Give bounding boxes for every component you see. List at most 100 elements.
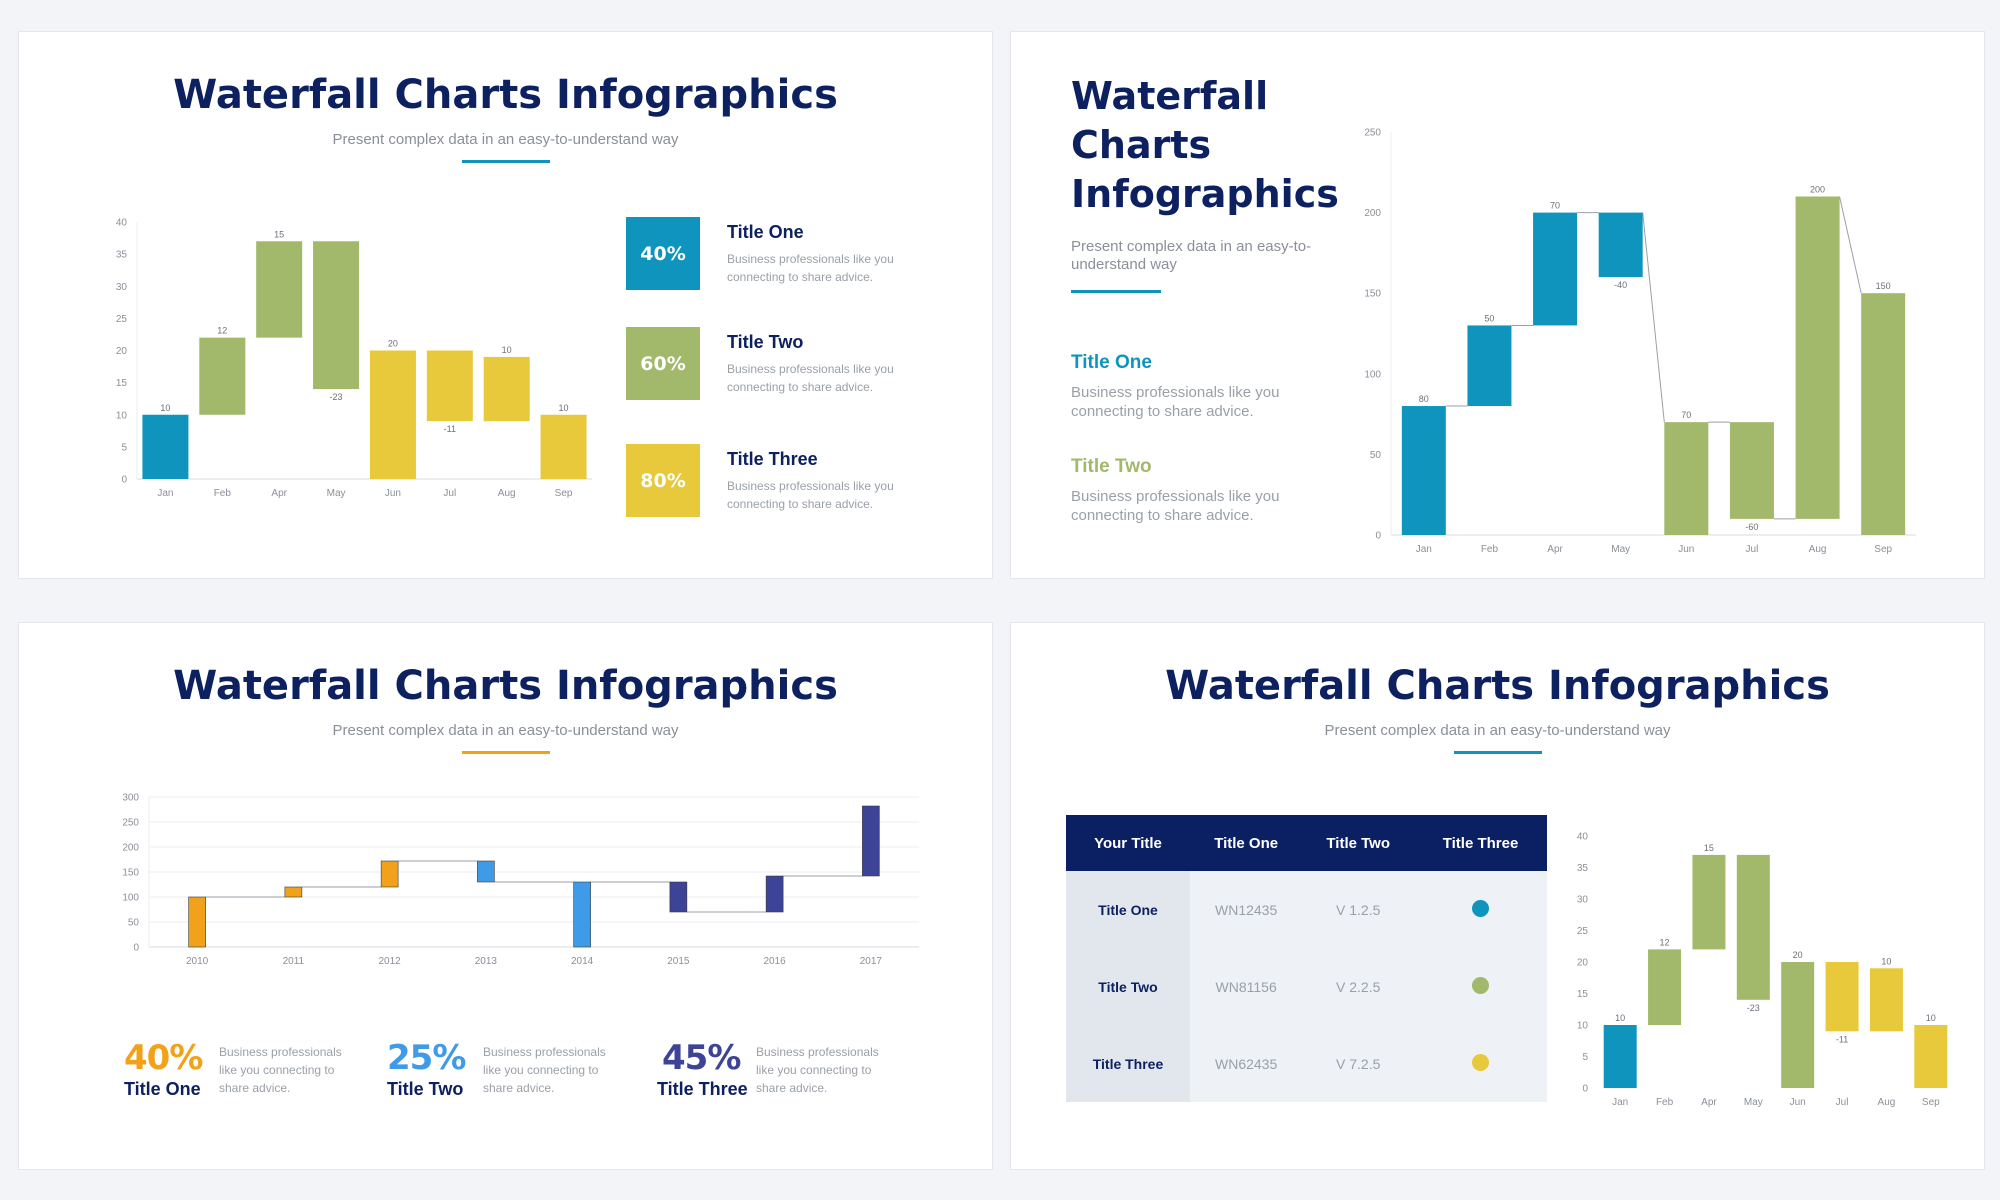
x-tick-label: Jul <box>1836 1097 1849 1108</box>
x-tick-label: Jun <box>385 488 401 499</box>
y-tick-label: 150 <box>122 868 139 879</box>
x-tick-label: Feb <box>1481 544 1499 555</box>
bar <box>256 241 303 338</box>
data-label: 12 <box>217 326 227 336</box>
y-tick-label: 40 <box>116 218 128 229</box>
slide-panel-4: Waterfall Charts Infographics Present co… <box>1010 622 1985 1170</box>
y-tick-label: 20 <box>1577 958 1589 969</box>
x-tick-label: May <box>1744 1097 1763 1108</box>
status-dot-icon <box>1472 976 1490 994</box>
data-label: 15 <box>1704 843 1714 853</box>
x-tick-label: May <box>327 488 346 499</box>
x-tick-label: 2017 <box>860 956 883 967</box>
x-tick-label: 2013 <box>475 956 498 967</box>
y-tick-label: 0 <box>1375 531 1381 542</box>
bar <box>1664 422 1709 535</box>
title-underline <box>462 160 550 163</box>
bar <box>1401 406 1446 535</box>
waterfall-chart-2: 0 50 100 150 200 250 80 50 70 -40 70 -60 200 150 Jan Fe… <box>1364 128 1916 555</box>
bar <box>1648 949 1682 1025</box>
data-label: -40 <box>1614 280 1627 290</box>
stat-desc-1: Business professionals like you connecti… <box>219 1045 342 1095</box>
x-tick-label: Jan <box>157 488 173 499</box>
data-label: 10 <box>160 403 170 413</box>
data-label: -23 <box>1747 1003 1760 1013</box>
x-tick-label: Apr <box>271 488 287 499</box>
y-tick-label: 35 <box>116 250 128 261</box>
bar <box>1795 196 1840 519</box>
stat-pct-3: 45% <box>662 1038 741 1078</box>
bar <box>380 860 399 888</box>
x-tick-label: Apr <box>1701 1097 1717 1108</box>
bar <box>765 875 784 913</box>
title-underline <box>1454 751 1542 754</box>
page-title: Waterfall Charts Infographics <box>173 72 838 118</box>
y-tick-label: 0 <box>121 475 127 486</box>
data-label: 10 <box>1881 956 1891 966</box>
bar <box>540 414 587 479</box>
y-tick-label: 15 <box>1577 989 1589 1000</box>
stat-desc-2: Business professionals like you connecti… <box>483 1045 606 1095</box>
status-cell <box>1414 948 1547 1025</box>
x-tick-label: Jun <box>1678 544 1694 555</box>
slide-panel-1: Waterfall Charts Infographics Present co… <box>18 31 993 579</box>
page-subtitle: Present complex data in an easy-to-under… <box>1324 722 1671 739</box>
data-label: 200 <box>1810 184 1825 194</box>
status-cell <box>1414 871 1547 948</box>
page-title: Waterfall Charts Infographics <box>1071 74 1339 216</box>
status-dot-icon <box>1472 1053 1490 1071</box>
data-label: 80 <box>1419 394 1429 404</box>
bar <box>573 881 591 948</box>
row-header: Title Two <box>1066 948 1190 1025</box>
code-cell: WN12435 <box>1189 871 1303 948</box>
legend-desc-2: Business professionals like you connecti… <box>727 362 894 394</box>
legend-title-1: Title One <box>727 222 804 242</box>
y-tick-label: 50 <box>1370 450 1382 461</box>
data-label: 70 <box>1681 410 1691 420</box>
connector-line <box>1839 196 1862 294</box>
legend-pct: 60% <box>640 352 686 375</box>
legend-pct: 80% <box>640 469 686 492</box>
stat-label-3: Title Three <box>657 1079 748 1099</box>
title-underline <box>462 751 550 754</box>
waterfall-chart-4: 0 5 10 15 20 25 30 35 40 10 12 15 -23 20 -11 10 10 Jan Feb… <box>1577 832 1948 1108</box>
y-tick-label: 10 <box>1577 1021 1589 1032</box>
x-tick-label: Jul <box>443 488 456 499</box>
bar <box>1781 962 1815 1088</box>
bar <box>477 860 495 883</box>
bar <box>1533 212 1578 326</box>
status-cell <box>1414 1025 1547 1102</box>
y-tick-label: 200 <box>1364 208 1381 219</box>
title-underline <box>1071 290 1161 293</box>
x-tick-label: Jul <box>1746 544 1759 555</box>
data-label: 12 <box>1660 937 1670 947</box>
stat-pct-2: 25% <box>387 1038 466 1078</box>
data-label: 15 <box>274 229 284 239</box>
data-label: 10 <box>559 403 569 413</box>
table-row: Title Three WN62435 V 7.2.5 <box>1066 1025 1547 1102</box>
page-title: Waterfall Charts Infographics <box>1165 663 1830 709</box>
bar <box>313 241 360 390</box>
x-tick-label: Apr <box>1547 544 1563 555</box>
bar <box>1861 293 1906 535</box>
bar <box>1603 1025 1637 1088</box>
data-label: 20 <box>1793 950 1803 960</box>
x-tick-label: Aug <box>1878 1097 1896 1108</box>
page-subtitle: Present complex data in an easy-to-under… <box>332 131 679 148</box>
table-row: Title One WN12435 V 1.2.5 <box>1066 871 1547 948</box>
stat-label-2: Title Two <box>387 1079 464 1099</box>
row-header: Title Three <box>1066 1025 1190 1102</box>
x-tick-label: May <box>1611 544 1630 555</box>
item-desc-2: Business professionals like you connecti… <box>1071 488 1280 524</box>
y-tick-label: 5 <box>121 442 127 453</box>
bar <box>1914 1025 1948 1088</box>
legend-desc-3: Business professionals like you connecti… <box>727 479 894 511</box>
table-header-cell: Title Three <box>1414 815 1547 871</box>
y-tick-label: 150 <box>1364 289 1381 300</box>
table-header-cell: Title One <box>1189 815 1303 871</box>
y-tick-label: 250 <box>1364 128 1381 139</box>
stat-label-1: Title One <box>124 1079 201 1099</box>
waterfall-chart-1: 0 5 10 15 20 25 30 35 40 10 12 15 -23 20 -11 10 10 Jan Feb… <box>116 218 592 499</box>
x-tick-label: Jan <box>1416 544 1432 555</box>
legend-pct-box-1: 40% <box>626 217 700 290</box>
